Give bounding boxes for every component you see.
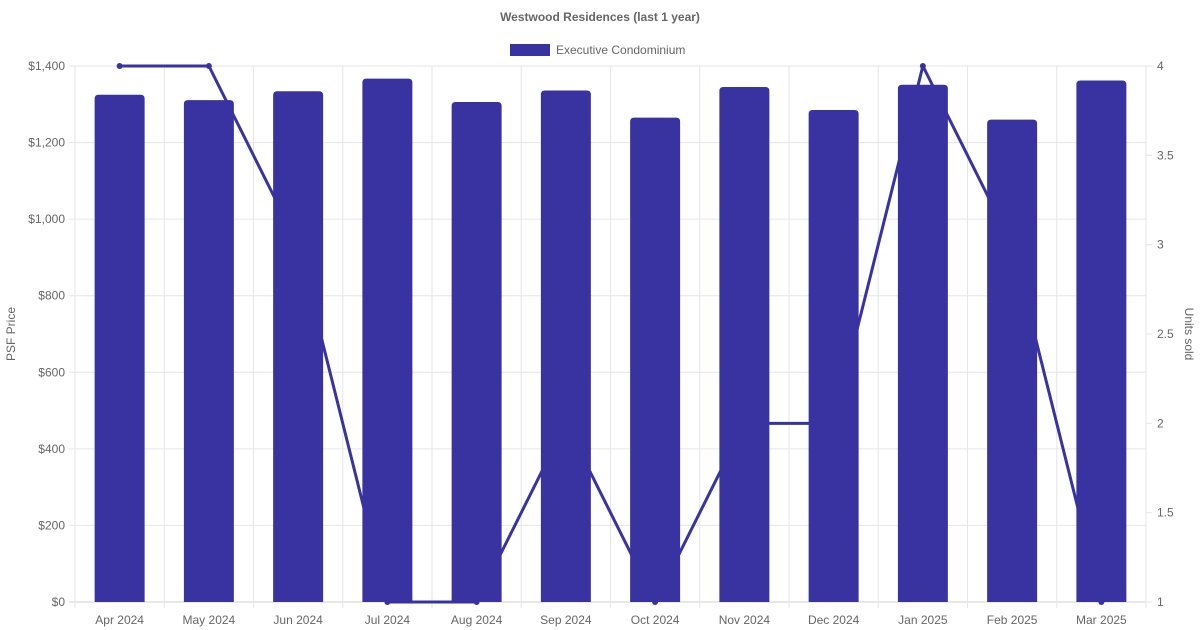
y-axis-title-left: PSF Price: [4, 307, 18, 361]
bar-aug-2024[interactable]: [451, 101, 502, 602]
y-tick-left: $1,200: [28, 136, 65, 150]
bar-dec-2024[interactable]: [808, 110, 859, 603]
bar-layer: [94, 78, 1127, 603]
y-tick-right: 4: [1157, 59, 1164, 73]
x-tick-label: Jul 2024: [365, 613, 411, 627]
units-sold-point[interactable]: [1009, 241, 1016, 248]
y-tick-left: $800: [38, 289, 65, 303]
legend-swatch: [510, 44, 550, 56]
x-tick-label: Jun 2024: [273, 613, 323, 627]
y-tick-left: $600: [38, 365, 65, 379]
y-tick-right: 2: [1157, 416, 1164, 430]
units-sold-line: [119, 64, 1103, 604]
y-tick-right: 2.5: [1157, 327, 1174, 341]
y-tick-left: $0: [52, 595, 66, 609]
units-sold-point[interactable]: [473, 599, 480, 605]
units-sold-point[interactable]: [116, 63, 123, 69]
units-sold-point[interactable]: [741, 420, 748, 427]
grid-layer: [69, 65, 1152, 608]
y-tick-left: $1,000: [28, 212, 65, 226]
x-tick-label: Feb 2025: [987, 613, 1038, 627]
bar-oct-2024[interactable]: [630, 117, 681, 602]
bar-apr-2024[interactable]: [94, 94, 145, 602]
x-tick-label: Jan 2025: [898, 613, 948, 627]
bar-mar-2025[interactable]: [1076, 80, 1127, 602]
y-axis-title-right: Units sold: [1182, 308, 1196, 361]
bar-jun-2024[interactable]: [273, 91, 324, 603]
y-tick-right: 3: [1157, 238, 1164, 252]
bar-may-2024[interactable]: [183, 100, 234, 603]
y-tick-right: 1: [1157, 595, 1164, 609]
bar-jan-2025[interactable]: [897, 84, 948, 602]
legend-label: Executive Condominium: [556, 43, 685, 57]
chart-title: Westwood Residences (last 1 year): [500, 10, 700, 24]
units-sold-point[interactable]: [919, 63, 926, 69]
units-sold-point[interactable]: [384, 599, 391, 605]
units-sold-point[interactable]: [562, 420, 569, 427]
x-tick-label: Dec 2024: [808, 613, 860, 627]
x-tick-label: Nov 2024: [719, 613, 771, 627]
units-sold-point[interactable]: [830, 420, 837, 427]
bar-feb-2025[interactable]: [987, 119, 1038, 602]
x-tick-label: Mar 2025: [1076, 613, 1127, 627]
y-tick-left: $400: [38, 442, 65, 456]
y-tick-right: 3.5: [1157, 148, 1174, 162]
axis-layer: $0 $200 $400 $600 $800 $1,000 $1,200 $1,400 1 1.5…: [28, 59, 1174, 627]
x-tick-label: Apr 2024: [95, 613, 144, 627]
units-sold-point[interactable]: [295, 241, 302, 248]
units-sold-point[interactable]: [1098, 599, 1105, 605]
line-layer: [116, 63, 1105, 605]
x-tick-label: Aug 2024: [451, 613, 503, 627]
bar-jul-2024[interactable]: [362, 78, 413, 603]
x-tick-label: Sep 2024: [540, 613, 592, 627]
units-sold-point[interactable]: [652, 599, 659, 605]
bar-nov-2024[interactable]: [719, 87, 770, 603]
y-tick-right: 1.5: [1157, 506, 1174, 520]
y-tick-left: $1,400: [28, 59, 65, 73]
bar-sep-2024[interactable]: [540, 90, 591, 602]
legend[interactable]: Executive Condominium: [510, 43, 685, 57]
x-tick-label: Oct 2024: [631, 613, 680, 627]
y-tick-left: $200: [38, 518, 65, 532]
units-sold-point[interactable]: [205, 63, 212, 69]
x-tick-label: May 2024: [183, 613, 236, 627]
